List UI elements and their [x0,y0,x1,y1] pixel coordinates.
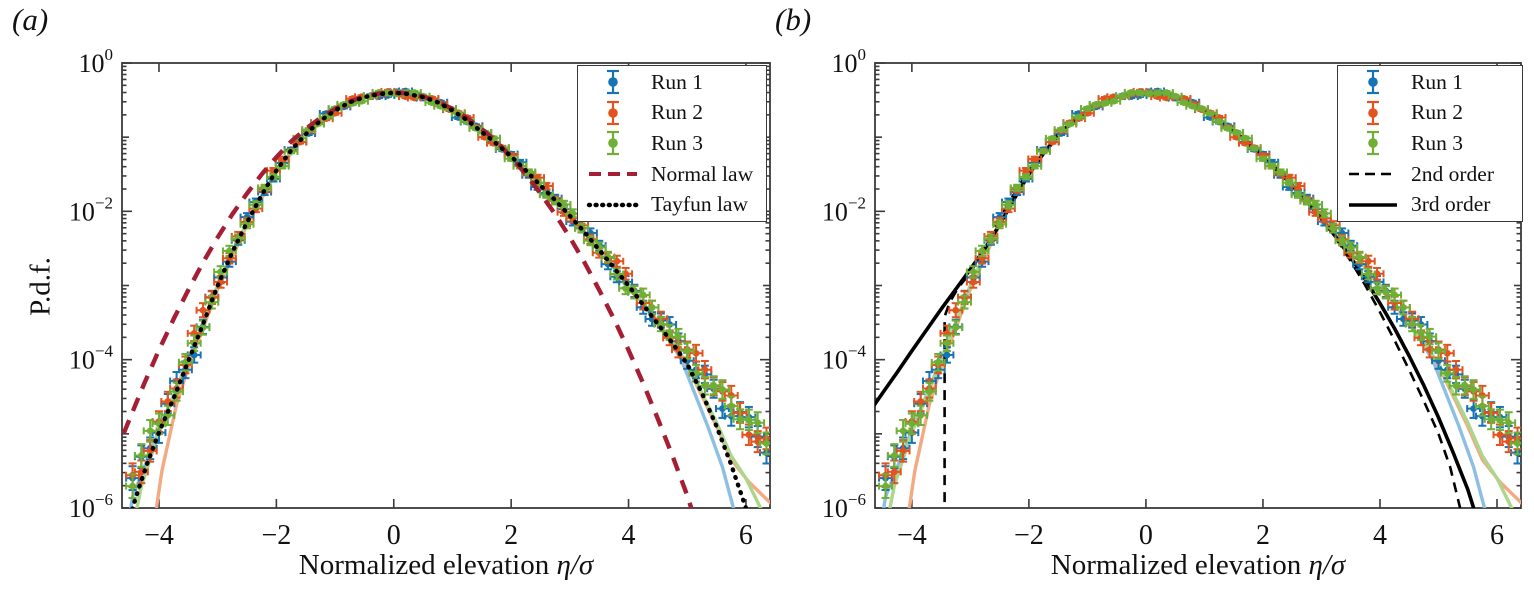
legend-item-3rd-order: 3rd order [1338,190,1522,219]
legend-item-run-3: Run 3 [578,129,766,158]
legend-label: Normal law [651,161,754,186]
scatter-run-3 [878,88,1521,500]
legend-item-2nd-order: 2nd order [1338,160,1522,189]
legend-item-normal-law: Normal law [578,160,766,189]
y-tick-label: 10−4 [69,342,114,375]
y-tick-label: 10−2 [822,193,866,226]
errorbar-glyph [607,100,619,125]
x-tick-label: 0 [387,520,401,551]
x-tick-label: 2 [1256,520,1270,551]
x-tick-label: 6 [1490,520,1504,551]
errorbar-glyph [607,70,619,95]
legend-item-run-1: Run 1 [1338,68,1522,97]
tick-labels-a: −4 −2 0 2 4 6 100 10−2 10−4 10−6 [69,45,753,551]
y-tick-label: 10−6 [69,490,113,523]
errorbar-glyph [1367,100,1379,125]
panel-a-tag: (a) [12,2,49,37]
curves-over-a [122,90,749,508]
dotted-glyph [586,202,640,207]
x-tick-label: 2 [504,520,518,551]
x-tick-label: −2 [1014,520,1044,551]
x-axis-label-symbol: η/σ [556,549,594,581]
legend-item-tayfun-law: Tayfun law [578,190,766,219]
y-tick-label: 10−4 [822,342,867,375]
dashed2-glyph [1349,172,1397,176]
legend-label: Tayfun law [651,192,749,217]
y-tick-label: 10−6 [822,490,866,523]
x-tick-label: −2 [261,520,291,551]
y-axis-label: P.d.f. [24,257,57,316]
tayfun-law-curve [130,90,749,508]
x-axis-label-a: Normalized elevation η/σ [166,549,726,582]
normal-law-curve [122,90,694,508]
panel-a: −4 −2 0 2 4 6 100 10−2 10−4 10−6 [69,45,771,551]
legend-a: Run 1 Run 2 Run 3 Normal law Tayfun law [577,65,767,222]
tick-labels-b: −4 −2 0 2 4 6 100 10−2 10−4 10−6 [822,45,1504,551]
errorbar-glyph [1367,131,1379,156]
legend-label: Run 3 [1411,130,1463,155]
x-tick-label: 4 [1373,520,1387,551]
legend-label: 2nd order [1411,161,1494,186]
x-axis-label-b: Normalized elevation η/σ [918,549,1478,582]
y-tick-label: 100 [832,45,867,78]
solid-glyph [1349,203,1397,207]
legend-b: Run 1 Run 2 Run 3 2nd order 3rd order [1337,65,1523,222]
dashed-glyph [589,172,637,177]
x-tick-label: 4 [622,520,636,551]
y-tick-label: 10−2 [69,193,113,226]
panel-b-tag: (b) [775,2,812,37]
legend-item-run-2: Run 2 [578,98,766,127]
legend-item-run-1: Run 1 [578,68,766,97]
legend-item-run-3: Run 3 [1338,129,1522,158]
panel-b: −4 −2 0 2 4 6 100 10−2 10−4 10−6 [822,45,1522,551]
legend-item-run-2: Run 2 [1338,98,1522,127]
legend-label: Run 1 [651,69,703,94]
legend-label: Run 2 [651,100,703,125]
x-tick-label: 6 [739,520,753,551]
legend-label: Run 2 [1411,100,1463,125]
x-tick-label: 0 [1139,520,1153,551]
x-axis-label-text: Normalized elevation [1050,549,1302,581]
x-tick-label: −4 [897,520,927,551]
legend-label: Run 3 [651,130,703,155]
legend-label: Run 1 [1411,69,1463,94]
legend-label: 3rd order [1411,192,1491,217]
x-axis-label-text: Normalized elevation [298,549,550,581]
markers-b [878,87,1521,500]
y-tick-label: 100 [79,45,114,78]
errorbar-glyph [1367,70,1379,95]
ticks-b [875,62,1521,509]
x-tick-label: −4 [144,520,174,551]
x-axis-label-symbol: η/σ [1308,549,1346,581]
errorbar-glyph [607,131,619,156]
